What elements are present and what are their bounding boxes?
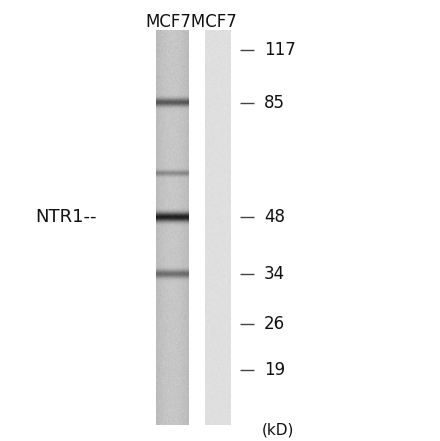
Text: NTR1--: NTR1-- <box>35 208 97 226</box>
Text: MCF7MCF7: MCF7MCF7 <box>146 13 237 31</box>
Text: 85: 85 <box>264 94 285 112</box>
Text: 26: 26 <box>264 315 285 333</box>
Text: 34: 34 <box>264 265 285 283</box>
Text: 19: 19 <box>264 361 285 379</box>
Text: 48: 48 <box>264 208 285 226</box>
Text: (kD): (kD) <box>262 422 294 437</box>
Text: 117: 117 <box>264 41 296 60</box>
